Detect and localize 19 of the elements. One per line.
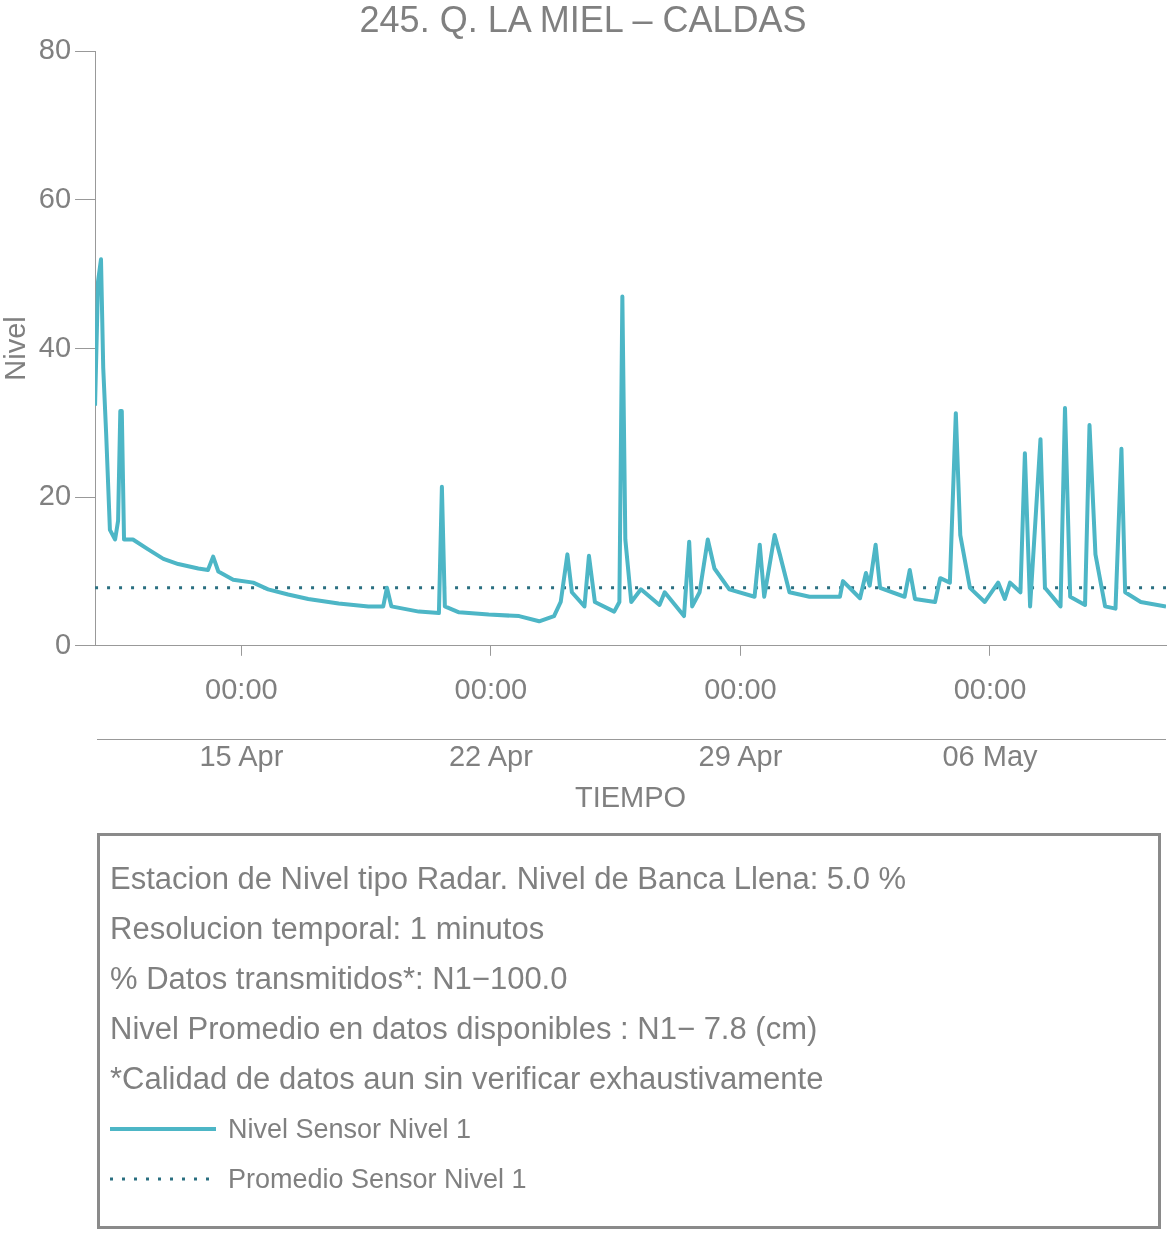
text: *Calidad de datos aun sin verificar exhaustivamente <box>110 1060 825 1098</box>
y-tick-label: 80 <box>38 33 72 66</box>
legend-label: Promedio Sensor Nivel 1 <box>228 1163 527 1195</box>
x-tick-label: 00:00 22 Apr <box>448 673 534 772</box>
text: Nivel Promedio en datos disponibles : N1− 7.8 (cm) <box>110 1010 819 1048</box>
legend-label: Nivel Sensor Nivel 1 <box>228 1113 472 1145</box>
y-tick-label: 60 <box>38 181 72 214</box>
text: % Datos transmitidos*: N1−100.0 <box>110 960 569 998</box>
y-tick-label: 20 <box>38 479 72 512</box>
x-axis-title: TIEMPO <box>574 780 687 813</box>
text: Resolucion temporal: 1 minutos <box>110 910 546 948</box>
x-tick-label: 00:00 29 Apr <box>698 673 783 772</box>
x-tick-label: 00:00 15 Apr <box>199 673 284 772</box>
y-tick-label: 0 <box>54 627 72 660</box>
y-axis-title: Nivel <box>0 316 32 381</box>
chart-title: 245. Q. LA MIEL – CALDAS <box>359 0 807 40</box>
y-tick-label: 40 <box>38 330 72 363</box>
text: Estacion de Nivel tipo Radar. Nivel de Banca Llena: 5.0 % <box>110 860 908 898</box>
x-tick-label: 00:00 06 May <box>942 673 1039 772</box>
